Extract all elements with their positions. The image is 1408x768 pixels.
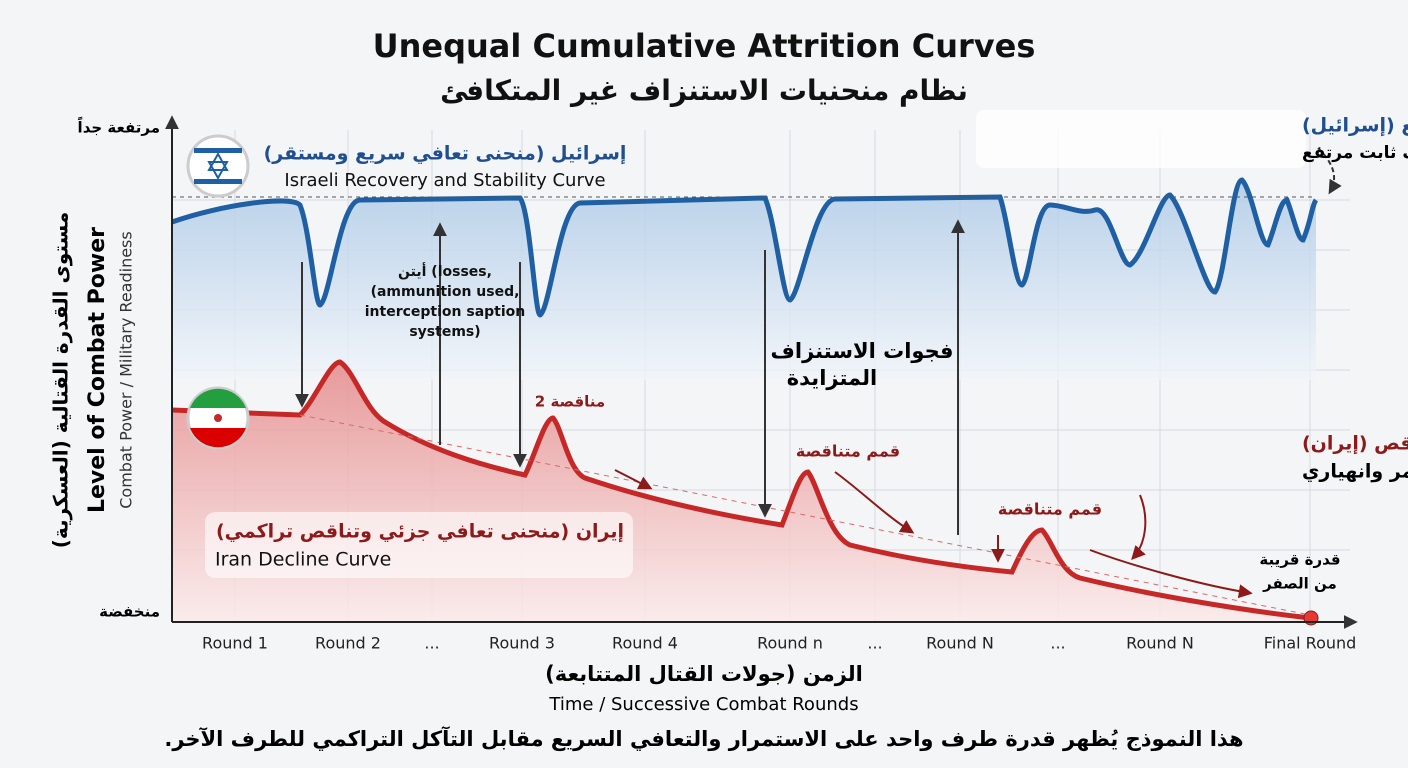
iran-flag [186,386,250,450]
israel-area [172,180,1316,380]
iran-note: التعافي الجزئي والمتناقص (إيران) [1302,433,1408,455]
x-tick-label: Round N [926,634,994,653]
y-top: مرتفعة جداً [77,116,160,136]
trend-line [299,414,1311,616]
gaps-note: فجوات الاستنزاف [771,339,954,363]
y-label-en: Level of Combat Power [85,227,110,513]
losses-note: أيتن (losses, [398,262,492,280]
x-tick-label: ... [1050,634,1065,653]
y-bottom: منخفضة [99,603,160,621]
losses-note: (ammunition used, [371,284,520,300]
x-tick-label: ... [424,634,439,653]
israel-flag [186,134,250,198]
x-tick-label: Round N [1126,634,1194,653]
iran-label-en: Iran Decline Curve [215,549,391,571]
near-zero: قدرة قريبة [1259,551,1340,569]
decline-arrows [614,469,1253,599]
israel-label-ar: إسرائيل (منحنى تعافي سريع ومستقر) [264,143,627,165]
gap-arrows [295,219,965,535]
iran-box [205,512,633,578]
title: Unequal Cumulative Attrition Curves [373,27,1036,65]
x-tick-label: Round 4 [612,634,678,653]
x-tick-label: Round 1 [202,634,268,653]
x-tick-label: Round n [757,634,823,653]
x-tick-label: Final Round [1264,634,1357,653]
note-arrow [1317,147,1342,195]
israel-curve [171,177,1319,318]
iran-curve [171,359,1311,621]
y-sublabel: Combat Power / Military Readiness [117,231,136,508]
x-label-en: Time / Successive Combat Rounds [548,694,858,715]
israel-note: تذبذب حول سقف ثابت مرتفع [1302,143,1408,163]
gaps-note: المتزايدة [787,366,877,390]
iran-label-ar: إيران (منحنى تعافي جزئي وتناقص تراكمي) [216,521,624,543]
y-label-ar: مستوى القدرة القتالية (العسكرية) [49,212,73,549]
note-box [976,110,1306,168]
annotation: 2 مناقصة [535,393,605,411]
israel-note: التعافي السريع والمرتفع (إسرائيل) [1302,115,1408,137]
israel-label-en: Israeli Recovery and Stability Curve [284,170,605,191]
footer: هذا النموذج يُظهر قدرة طرف واحد على الاس… [164,726,1243,752]
subtitle: نظام منحنيات الاستنزاف غير المتكافئ [440,74,968,107]
x-tick-label: Round 3 [489,634,555,653]
iran-note: انخفاض مستمر وانهياري [1302,461,1408,484]
losses-note: interception saption [365,304,526,320]
x-tick-label: Round 2 [315,634,381,653]
near-zero: من الصفر [1262,575,1337,593]
x-tick-label: ... [867,634,882,653]
losses-note: systems) [409,324,480,340]
annotation: قمم متناقصة [796,442,900,461]
x-label-ar: الزمن (جولات القتال المتتابعة) [545,662,863,686]
annotation: قمم متناقصة [998,500,1102,519]
